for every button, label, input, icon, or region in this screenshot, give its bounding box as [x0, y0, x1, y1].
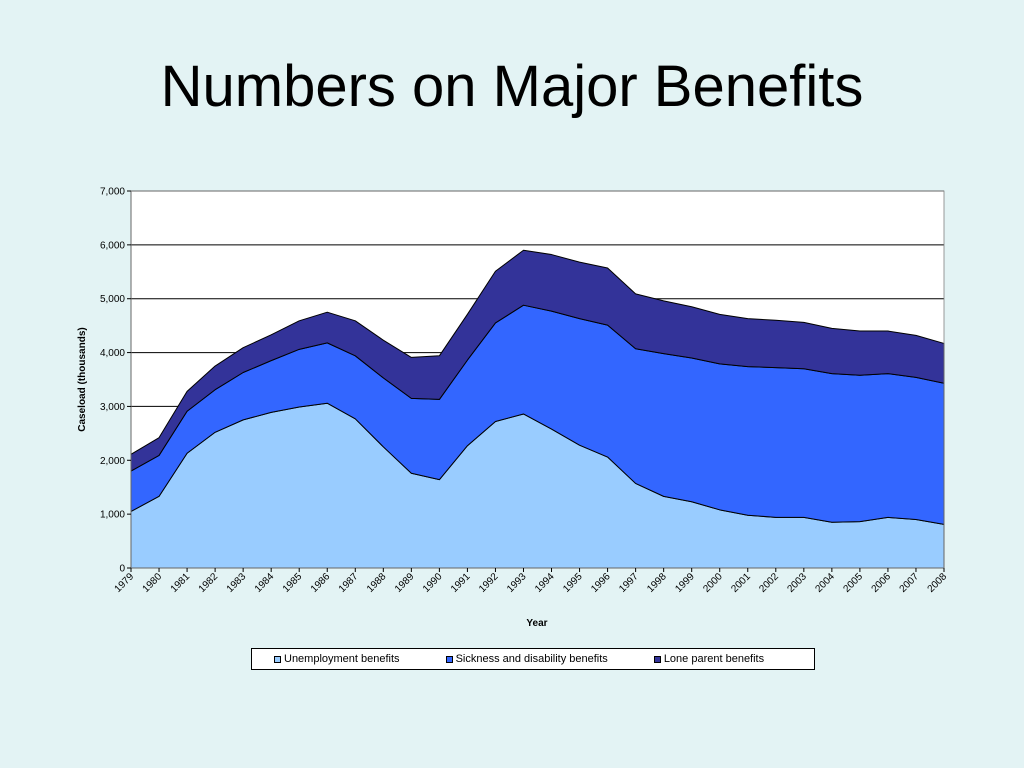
legend-swatch-lone-parent	[653, 655, 661, 663]
x-tick-label: 1986	[309, 571, 333, 595]
y-tick-label: 3,000	[100, 402, 125, 413]
legend-swatch-sickness	[445, 655, 453, 663]
legend-item-lone-parent: Lone parent benefits	[653, 653, 765, 665]
x-tick-label: 1996	[589, 571, 613, 595]
x-tick-label: 2000	[701, 571, 725, 595]
x-tick-label: 1993	[505, 571, 529, 595]
y-tick-label: 5,000	[100, 294, 125, 305]
x-tick-label: 2001	[729, 571, 753, 595]
x-tick-label: 1988	[365, 571, 389, 595]
x-tick-label: 2004	[813, 571, 837, 595]
x-tick-label: 1997	[617, 571, 641, 595]
x-tick-label: 1998	[645, 571, 669, 595]
legend-label-lone-parent: Lone parent benefits	[663, 653, 765, 665]
area-series	[130, 249, 945, 569]
x-tick-label: 2002	[757, 571, 781, 595]
x-tick-label: 1989	[393, 571, 417, 595]
chart-legend: Unemployment benefits Sickness and disab…	[251, 648, 815, 670]
y-tick-label: 2,000	[100, 456, 125, 467]
legend-item-unemployment: Unemployment benefits	[274, 653, 400, 665]
x-tick-label: 1994	[533, 571, 557, 595]
x-tick-label: 1980	[141, 571, 165, 595]
x-tick-label: 1990	[421, 571, 445, 595]
x-axis-title: Year	[526, 618, 547, 629]
plot-border	[130, 190, 945, 569]
x-ticks: 1979 1980 1981 1982 1983 1984 1985 1986 1987 1988…	[113, 568, 950, 595]
legend-item-sickness: Sickness and disability benefits	[445, 653, 608, 665]
x-tick-label: 1982	[197, 571, 221, 595]
y-tick-label: 1,000	[100, 510, 125, 521]
x-tick-label: 1992	[477, 571, 501, 595]
x-tick-label: 1979	[113, 571, 137, 595]
x-tick-label: 1983	[225, 571, 249, 595]
x-tick-label: 1987	[337, 571, 361, 595]
y-tick-label: 4,000	[100, 348, 125, 359]
y-tick-label: 0	[119, 564, 125, 575]
y-axis-title: Caseload (thousands)	[77, 327, 88, 431]
legend-label-sickness: Sickness and disability benefits	[455, 653, 608, 665]
x-tick-label: 1985	[281, 571, 305, 595]
legend-label-unemployment: Unemployment benefits	[284, 653, 400, 665]
x-tick-label: 1981	[169, 571, 193, 595]
legend-swatch-unemployment	[274, 655, 281, 663]
x-tick-label: 1999	[673, 571, 697, 595]
x-tick-label: 2003	[785, 571, 809, 595]
y-tick-label: 6,000	[100, 240, 125, 251]
x-tick-label: 1984	[253, 571, 277, 595]
y-ticks: 0 1,000 2,000 3,000 4,000 5,000 6,000 7,000	[100, 187, 131, 575]
x-tick-label: 1995	[561, 571, 585, 595]
x-tick-label: 1991	[449, 571, 473, 595]
y-tick-label: 7,000	[100, 187, 125, 198]
x-tick-label: 2006	[870, 571, 894, 595]
x-tick-label: 2005	[842, 571, 866, 595]
x-tick-label: 2007	[898, 571, 922, 595]
slide-title: Numbers on Major Benefits	[160, 54, 864, 119]
x-tick-label: 2008	[926, 571, 950, 595]
